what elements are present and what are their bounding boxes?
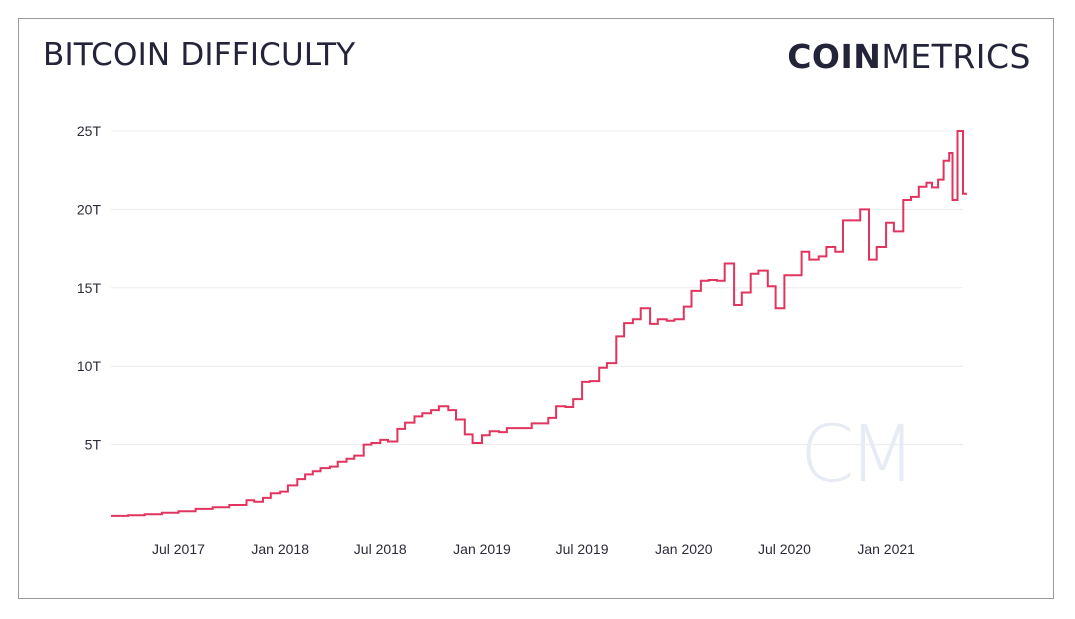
y-tick-label: 10T	[77, 358, 102, 374]
y-tick-label: 15T	[77, 280, 102, 296]
cm-watermark: CM	[800, 410, 910, 500]
coinmetrics-logo: COINMETRICS	[787, 37, 1031, 76]
y-axis: 5T 10T 15T 20T 25T	[77, 123, 102, 453]
y-tick-label: 20T	[77, 201, 102, 217]
chart-card: BITCOIN DIFFICULTY COINMETRICS CM 5T 10T 1…	[18, 18, 1054, 599]
x-tick-label: Jul 2019	[556, 541, 609, 557]
x-tick-label: Jul 2018	[354, 541, 407, 557]
x-tick-label: Jul 2017	[152, 541, 205, 557]
brand-bold-text: COIN	[787, 37, 882, 76]
y-tick-label: 5T	[85, 437, 102, 453]
x-tick-label: Jan 2019	[453, 541, 511, 557]
x-tick-label: Jan 2018	[251, 541, 309, 557]
x-tick-label: Jan 2020	[655, 541, 713, 557]
brand-light-text: METRICS	[881, 37, 1031, 76]
difficulty-series-line	[111, 130, 967, 517]
grid-lines	[111, 130, 963, 446]
y-tick-label: 25T	[77, 123, 102, 139]
x-tick-label: Jul 2020	[758, 541, 811, 557]
x-tick-label: Jan 2021	[857, 541, 915, 557]
x-axis: Jul 2017 Jan 2018 Jul 2018 Jan 2019 Jul 2019…	[152, 541, 915, 557]
chart-title: BITCOIN DIFFICULTY	[43, 37, 356, 73]
